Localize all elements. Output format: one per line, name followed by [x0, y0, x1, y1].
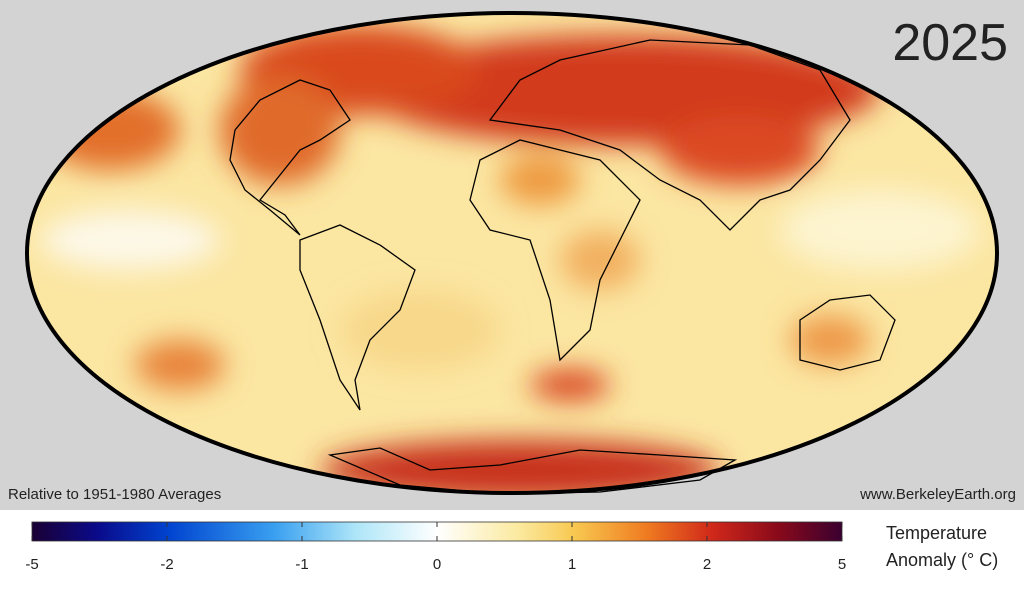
source-credit: www.BerkeleyEarth.org — [859, 486, 1016, 503]
colorbar-tick-label: 0 — [433, 556, 441, 573]
colorbar-label: Anomaly (° C) — [886, 550, 998, 570]
year-title: 2025 — [892, 14, 1008, 72]
colorbar-tick-label: -2 — [160, 556, 173, 573]
globe-outline — [25, 11, 999, 495]
colorbar-tick-label: 5 — [838, 556, 846, 573]
colorbar-label: Temperature — [886, 523, 987, 543]
colorbar-tick-label: 1 — [568, 556, 576, 573]
colorbar-tick-label: 2 — [703, 556, 711, 573]
baseline-note: Relative to 1951-1980 Averages — [8, 486, 221, 503]
colorbar-tick-label: -1 — [295, 556, 308, 573]
colorbar-tick-label: -5 — [25, 556, 38, 573]
